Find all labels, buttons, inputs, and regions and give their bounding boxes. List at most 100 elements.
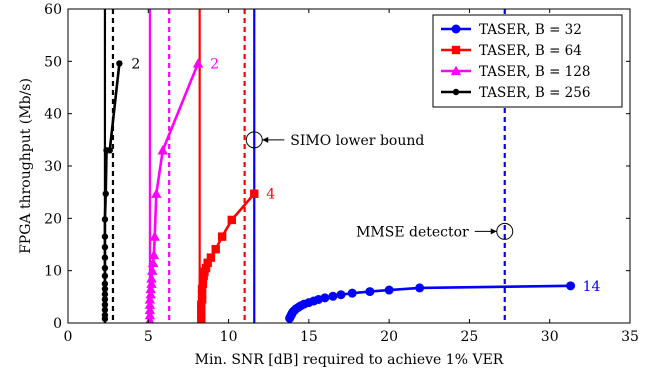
data-point-1-4 bbox=[197, 295, 207, 304]
annotation-0: SIMO lower bound bbox=[245, 131, 424, 149]
data-point-2-12 bbox=[149, 231, 160, 241]
x-tick-label-7: 35 bbox=[621, 329, 639, 345]
data-point-1-3 bbox=[197, 300, 206, 309]
series-end-label-0: 14 bbox=[583, 279, 601, 295]
legend-entry-2: TASER, B = 128 bbox=[441, 64, 590, 80]
data-point-3-14 bbox=[102, 190, 109, 197]
y-tick-label-1: 10 bbox=[44, 264, 62, 280]
data-point-0-19 bbox=[415, 283, 425, 293]
series-end-label-3: 2 bbox=[131, 56, 140, 72]
data-point-3-16 bbox=[106, 147, 113, 154]
legend-marker-0 bbox=[451, 24, 461, 34]
series-1 bbox=[197, 189, 259, 323]
legend-entry-3: TASER, B = 256 bbox=[441, 85, 590, 101]
data-point-2-15 bbox=[192, 58, 204, 68]
data-point-0-14 bbox=[328, 291, 338, 301]
data-point-3-1 bbox=[101, 311, 109, 319]
data-point-1-6 bbox=[197, 284, 207, 294]
data-point-3-8 bbox=[101, 272, 109, 280]
data-point-0-16 bbox=[347, 288, 357, 298]
data-point-2-8 bbox=[146, 273, 157, 283]
x-axis-label: Min. SNR [dB] required to achieve 1% VER bbox=[195, 352, 504, 368]
x-tick-label-4: 20 bbox=[380, 329, 398, 345]
series-2 bbox=[144, 58, 204, 323]
annotation-arrowhead-0 bbox=[262, 136, 269, 143]
x-tick-label-6: 30 bbox=[541, 329, 559, 345]
data-point-2-3 bbox=[144, 299, 156, 309]
data-point-2-13 bbox=[151, 188, 162, 198]
data-point-3-3 bbox=[101, 301, 109, 308]
series-0 bbox=[285, 281, 576, 323]
data-point-1-0 bbox=[197, 316, 206, 323]
legend-entry-1: TASER, B = 64 bbox=[441, 43, 582, 59]
data-point-2-6 bbox=[145, 283, 156, 294]
data-point-0-18 bbox=[384, 285, 394, 295]
data-point-2-2 bbox=[144, 304, 156, 315]
data-point-3-9 bbox=[101, 264, 109, 272]
data-point-3-2 bbox=[101, 306, 109, 314]
data-point-0-15 bbox=[336, 290, 346, 300]
legend-marker-2 bbox=[450, 65, 462, 76]
y-tick-label-4: 40 bbox=[44, 107, 62, 123]
data-point-2-5 bbox=[145, 289, 156, 299]
legend-entry-0: TASER, B = 32 bbox=[441, 22, 582, 38]
legend-label-1: TASER, B = 64 bbox=[479, 43, 582, 59]
series-end-label-2: 2 bbox=[210, 56, 219, 72]
y-tick-label-2: 20 bbox=[44, 211, 62, 227]
series-line-0 bbox=[288, 284, 571, 319]
annotation-text-1: MMSE detector bbox=[356, 224, 469, 240]
legend-marker-1 bbox=[451, 45, 461, 55]
data-point-1-16 bbox=[227, 215, 236, 225]
legend-label-0: TASER, B = 32 bbox=[479, 22, 582, 38]
data-point-2-10 bbox=[147, 257, 159, 267]
data-point-3-17 bbox=[116, 60, 123, 67]
data-point-1-5 bbox=[197, 290, 207, 299]
x-tick-label-5: 25 bbox=[461, 329, 479, 345]
data-point-2-11 bbox=[148, 249, 160, 260]
data-point-3-13 bbox=[101, 216, 109, 223]
data-point-1-17 bbox=[250, 189, 259, 198]
legend: TASER, B = 32 TASER, B = 64 TASER, B = 128… bbox=[432, 14, 623, 108]
x-tick-label-3: 15 bbox=[300, 329, 318, 345]
data-point-1-11 bbox=[201, 263, 211, 273]
data-point-3-10 bbox=[101, 254, 109, 261]
data-point-2-9 bbox=[147, 265, 158, 275]
data-point-2-4 bbox=[144, 294, 156, 304]
data-point-1-1 bbox=[197, 310, 206, 320]
annotation-text-0: SIMO lower bound bbox=[290, 133, 424, 149]
data-point-3-6 bbox=[101, 285, 109, 293]
data-point-2-7 bbox=[146, 278, 157, 288]
data-point-0-20 bbox=[566, 281, 576, 291]
y-tick-label-3: 30 bbox=[44, 159, 62, 175]
legend-label-3: TASER, B = 256 bbox=[479, 85, 590, 101]
data-point-3-4 bbox=[101, 296, 109, 303]
x-tick-label-2: 10 bbox=[220, 329, 238, 345]
data-point-1-13 bbox=[206, 253, 216, 262]
x-tick-label-0: 0 bbox=[64, 329, 73, 345]
data-point-1-2 bbox=[197, 305, 206, 315]
series-end-label-1: 4 bbox=[266, 187, 275, 203]
data-point-3-5 bbox=[101, 291, 109, 298]
annotation-1: MMSE detector bbox=[356, 222, 514, 240]
y-tick-label-0: 0 bbox=[53, 316, 62, 332]
data-point-3-12 bbox=[101, 233, 109, 240]
y-tick-label-6: 60 bbox=[44, 2, 62, 18]
data-point-0-17 bbox=[365, 287, 375, 297]
data-point-3-11 bbox=[101, 243, 109, 251]
annotation-arrowhead-1 bbox=[490, 228, 497, 235]
data-point-2-1 bbox=[144, 309, 156, 320]
legend-label-2: TASER, B = 128 bbox=[479, 64, 590, 80]
data-point-0-13 bbox=[320, 293, 330, 303]
x-tick-label-1: 5 bbox=[144, 329, 153, 345]
data-point-1-12 bbox=[203, 258, 212, 268]
y-tick-label-5: 50 bbox=[44, 54, 62, 70]
y-axis-label: FPGA throughput (Mb/s) bbox=[18, 78, 34, 254]
legend-marker-3 bbox=[452, 88, 460, 96]
data-point-2-14 bbox=[157, 145, 168, 155]
data-point-3-7 bbox=[101, 280, 109, 287]
series-3 bbox=[101, 60, 123, 323]
data-point-1-14 bbox=[211, 245, 220, 254]
data-point-1-15 bbox=[217, 232, 227, 241]
